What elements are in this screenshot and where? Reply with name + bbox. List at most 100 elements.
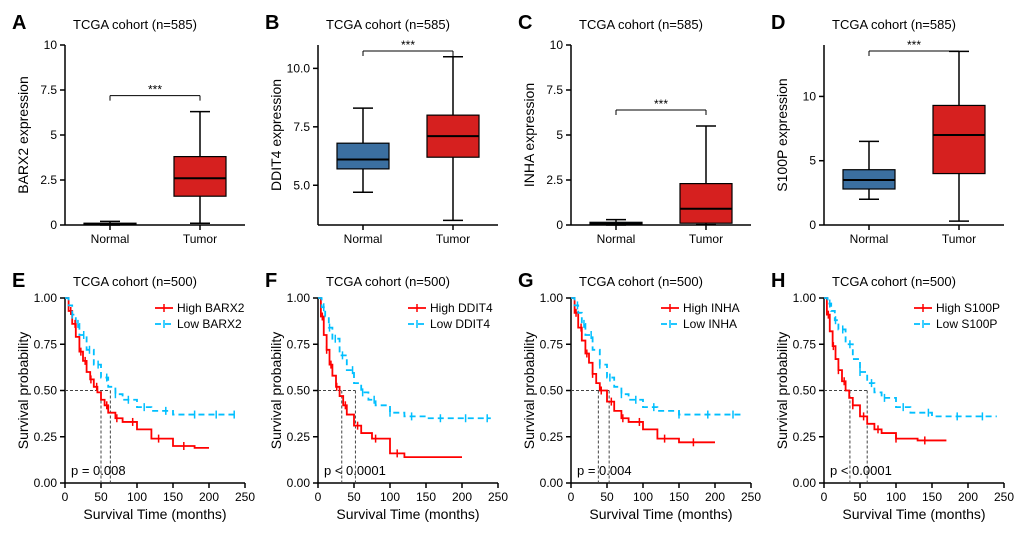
panel-letter: D (771, 12, 785, 35)
svg-text:High INHA: High INHA (683, 301, 740, 315)
panel-letter: E (12, 270, 25, 293)
svg-text:0.75: 0.75 (287, 337, 311, 351)
svg-text:250: 250 (235, 490, 255, 504)
svg-text:5: 5 (50, 128, 57, 142)
svg-text:High DDIT4: High DDIT4 (430, 301, 493, 315)
svg-text:5.0: 5.0 (293, 178, 310, 192)
svg-text:0.25: 0.25 (287, 430, 311, 444)
svg-text:TCGA cohort (n=500): TCGA cohort (n=500) (832, 274, 956, 289)
svg-text:0.75: 0.75 (540, 337, 564, 351)
svg-text:Survival Time (months): Survival Time (months) (589, 506, 732, 522)
svg-text:150: 150 (416, 490, 436, 504)
svg-text:50: 50 (94, 490, 108, 504)
panel-A: A02.557.510TCGA cohort (n=585)BARX2 expr… (10, 10, 255, 260)
svg-text:10: 10 (44, 38, 58, 52)
svg-text:0: 0 (315, 490, 322, 504)
svg-text:TCGA cohort (n=585): TCGA cohort (n=585) (579, 17, 703, 32)
svg-text:0.50: 0.50 (287, 384, 311, 398)
svg-text:***: *** (148, 83, 162, 97)
panel-letter: C (518, 12, 532, 35)
panel-B: B 5.0 7.5 10.0 TCGA cohort (n=585) DDIT4 expr… (263, 10, 508, 260)
panel-letter: B (265, 12, 279, 35)
svg-text:TCGA cohort (n=585): TCGA cohort (n=585) (73, 17, 197, 32)
boxplot-D: 0510TCGA cohort (n=585)S100P expressionN… (769, 10, 1014, 260)
svg-text:Tumor: Tumor (183, 232, 217, 246)
svg-text:Tumor: Tumor (942, 232, 976, 246)
svg-text:0: 0 (568, 490, 575, 504)
svg-text:50: 50 (347, 490, 361, 504)
svg-text:TCGA cohort (n=500): TCGA cohort (n=500) (326, 274, 450, 289)
svg-text:0: 0 (821, 490, 828, 504)
svg-text:Normal: Normal (850, 232, 889, 246)
svg-text:Survival Time (months): Survival Time (months) (336, 506, 479, 522)
svg-text:Low INHA: Low INHA (683, 317, 737, 331)
svg-text:100: 100 (127, 490, 147, 504)
panel-E: E0.000.250.500.751.00050100150200250TCGA… (10, 268, 255, 528)
svg-text:250: 250 (488, 490, 508, 504)
svg-text:5: 5 (809, 154, 816, 168)
svg-text:250: 250 (994, 490, 1014, 504)
svg-text:2.5: 2.5 (40, 173, 57, 187)
svg-text:0: 0 (556, 218, 563, 232)
svg-text:Low DDIT4: Low DDIT4 (430, 317, 490, 331)
svg-text:Survival Time (months): Survival Time (months) (83, 506, 226, 522)
svg-text:INHA expression: INHA expression (521, 83, 537, 187)
svg-text:TCGA cohort (n=500): TCGA cohort (n=500) (73, 274, 197, 289)
svg-text:***: *** (654, 97, 668, 111)
svg-text:High S100P: High S100P (936, 301, 1000, 315)
svg-text:***: *** (401, 38, 415, 52)
svg-text:Low S100P: Low S100P (936, 317, 997, 331)
svg-text:150: 150 (669, 490, 689, 504)
svg-text:0: 0 (809, 218, 816, 232)
svg-text:Survival probability: Survival probability (268, 332, 284, 450)
svg-text:200: 200 (452, 490, 472, 504)
panel-D: D0510TCGA cohort (n=585)S100P expression… (769, 10, 1014, 260)
km-G: 0.000.250.500.751.00050100150200250TCGA … (516, 268, 761, 528)
svg-text:5: 5 (556, 128, 563, 142)
panel-C: C02.557.510TCGA cohort (n=585)INHA expre… (516, 10, 761, 260)
figure-grid: A02.557.510TCGA cohort (n=585)BARX2 expr… (10, 10, 1010, 528)
svg-text:Low BARX2: Low BARX2 (177, 317, 242, 331)
svg-text:High BARX2: High BARX2 (177, 301, 245, 315)
svg-text:0.75: 0.75 (793, 337, 817, 351)
svg-text:1.00: 1.00 (793, 291, 817, 305)
svg-text:0.50: 0.50 (34, 384, 58, 398)
svg-text:200: 200 (705, 490, 725, 504)
svg-text:Survival probability: Survival probability (15, 332, 31, 450)
svg-text:Tumor: Tumor (436, 232, 470, 246)
boxplot-A: 02.557.510TCGA cohort (n=585)BARX2 expre… (10, 10, 255, 260)
panel-F: F0.000.250.500.751.00050100150200250TCGA… (263, 268, 508, 528)
svg-text:10.0: 10.0 (287, 61, 311, 75)
svg-text:Normal: Normal (344, 232, 383, 246)
panel-letter: H (771, 270, 785, 293)
svg-text:1.00: 1.00 (34, 291, 58, 305)
svg-text:p < 0.0001: p < 0.0001 (324, 463, 386, 478)
svg-text:0: 0 (50, 218, 57, 232)
svg-text:0.00: 0.00 (793, 476, 817, 490)
svg-text:***: *** (907, 38, 921, 52)
svg-text:Survival probability: Survival probability (521, 332, 537, 450)
svg-text:DDIT4 expression: DDIT4 expression (268, 79, 284, 191)
panel-letter: A (12, 12, 26, 35)
svg-text:p < 0.0001: p < 0.0001 (830, 463, 892, 478)
panel-letter: G (518, 270, 534, 293)
panel-G: G0.000.250.500.751.00050100150200250TCGA… (516, 268, 761, 528)
svg-text:2.5: 2.5 (546, 173, 563, 187)
svg-text:0.50: 0.50 (540, 384, 564, 398)
svg-text:100: 100 (380, 490, 400, 504)
svg-text:10: 10 (803, 89, 817, 103)
svg-text:7.5: 7.5 (546, 83, 563, 97)
svg-text:0.00: 0.00 (540, 476, 564, 490)
svg-text:Survival probability: Survival probability (774, 332, 790, 450)
svg-text:7.5: 7.5 (293, 120, 310, 134)
svg-text:TCGA cohort (n=585): TCGA cohort (n=585) (326, 17, 450, 32)
svg-text:0.00: 0.00 (34, 476, 58, 490)
svg-text:TCGA cohort (n=500): TCGA cohort (n=500) (579, 274, 703, 289)
svg-text:100: 100 (886, 490, 906, 504)
panel-H: H0.000.250.500.751.00050100150200250TCGA… (769, 268, 1014, 528)
svg-text:0.75: 0.75 (34, 337, 58, 351)
svg-text:200: 200 (958, 490, 978, 504)
svg-text:1.00: 1.00 (287, 291, 311, 305)
svg-text:50: 50 (853, 490, 867, 504)
svg-text:50: 50 (600, 490, 614, 504)
